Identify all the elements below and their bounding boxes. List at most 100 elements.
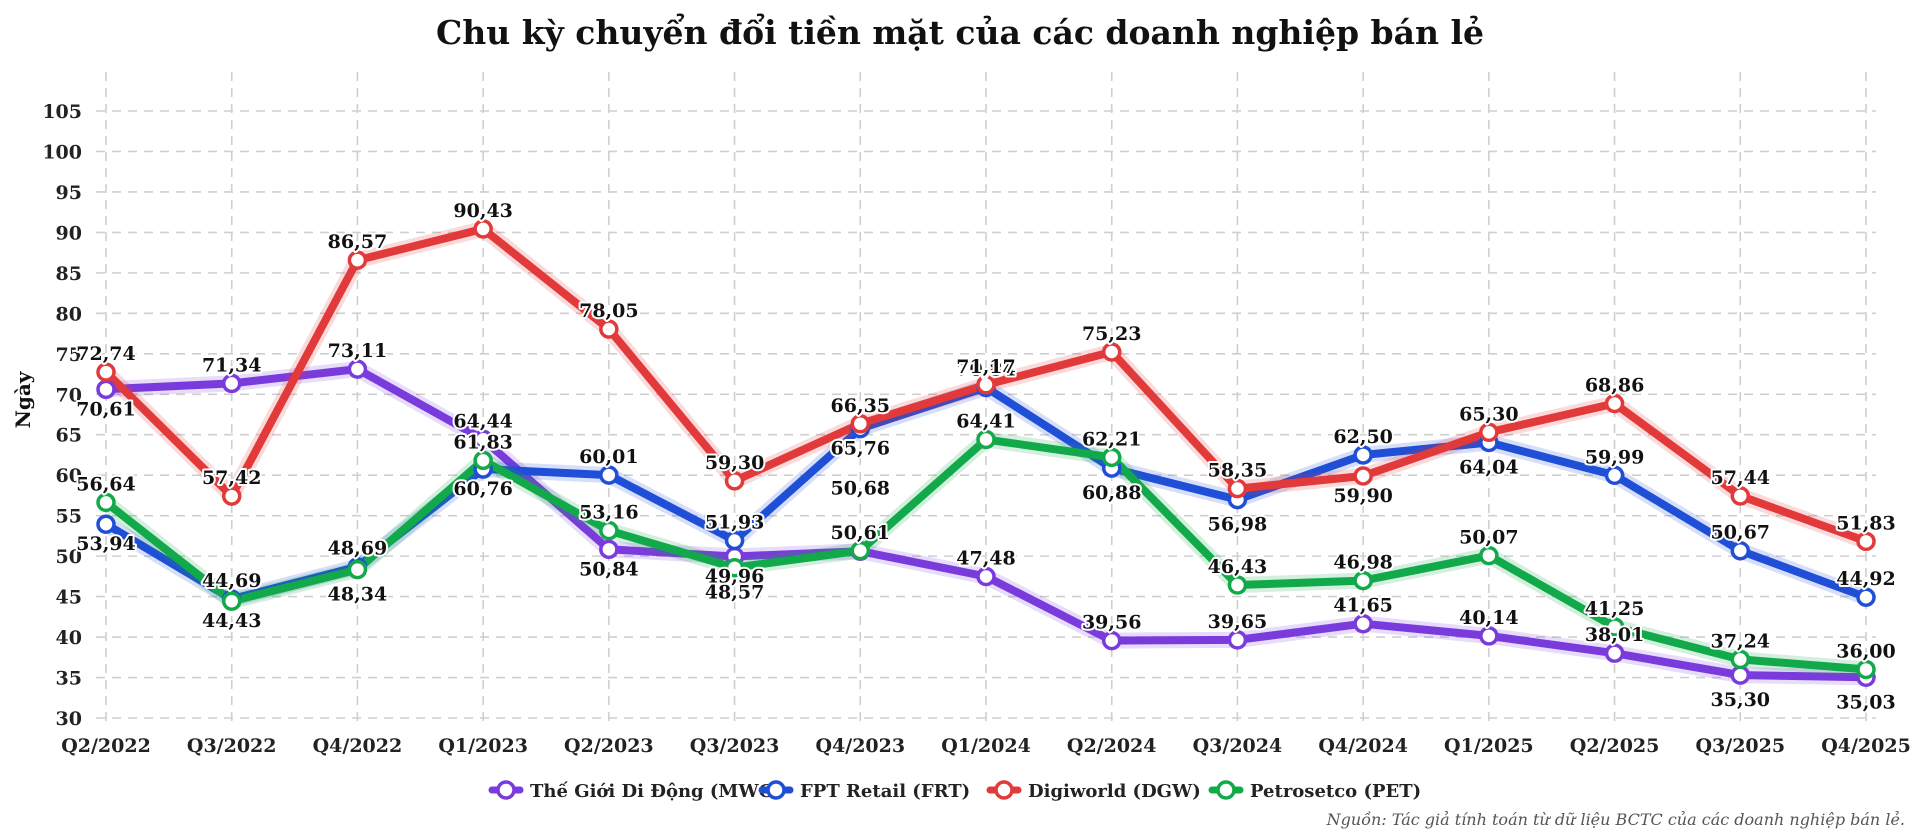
- point-frt: [1730, 540, 1751, 561]
- data-label-frt: 50,67: [1711, 522, 1771, 544]
- y-tick-label: 65: [56, 425, 82, 447]
- data-label-mwg: 73,11: [328, 340, 388, 362]
- data-label-dgw: 75,23: [1082, 323, 1142, 345]
- y-tick-label: 70: [56, 384, 82, 406]
- data-label-frt: 70,84: [956, 358, 1016, 380]
- point-dgw: [724, 471, 745, 491]
- data-label-dgw: 72,74: [76, 343, 136, 365]
- y-tick-label: 75: [56, 344, 82, 366]
- x-tick-label: Q4/2022: [313, 735, 403, 757]
- point-mwg: [221, 373, 242, 394]
- data-label-mwg: 70,61: [76, 398, 136, 420]
- x-axis-ticks: Q2/2022 Q3/2022 Q4/2022 Q1/2023 Q2/2023 Q3/20…: [61, 735, 1911, 757]
- y-tick-label: 90: [56, 222, 82, 244]
- x-tick-label: Q2/2022: [61, 735, 151, 757]
- data-label-dgw: 57,44: [1711, 467, 1771, 489]
- data-label-mwg: 40,14: [1459, 607, 1519, 629]
- point-mwg: [96, 379, 116, 400]
- point-mwg: [1227, 630, 1248, 650]
- data-label-pet: 50,07: [1459, 527, 1519, 549]
- data-label-mwg: 49,96: [705, 565, 765, 587]
- point-dgw: [976, 375, 996, 395]
- data-label-pet: 48,34: [328, 584, 388, 606]
- point-pet: [1227, 575, 1248, 595]
- y-axis-label: Ngày: [11, 370, 35, 428]
- y-tick-label: 40: [56, 627, 82, 649]
- point-pet: [1101, 447, 1122, 468]
- legend-marker-dgw: [994, 780, 1014, 800]
- point-dgw: [850, 414, 871, 434]
- data-label-pet: 48,57: [705, 582, 765, 604]
- point-frt: [96, 514, 116, 534]
- point-frt: [1604, 465, 1625, 486]
- point-frt: [1353, 445, 1373, 465]
- data-label-pet: 46,43: [1208, 556, 1268, 578]
- data-label-frt: 48,69: [328, 538, 388, 560]
- legend-marker-frt: [766, 780, 786, 800]
- data-label-dgw: 90,43: [453, 200, 513, 222]
- point-pet: [1604, 617, 1625, 637]
- x-tick-label: Q2/2023: [564, 735, 654, 757]
- y-tick-label: 35: [56, 668, 82, 690]
- data-label-frt: 51,93: [705, 512, 765, 534]
- point-dgw: [347, 250, 368, 270]
- point-pet: [1856, 659, 1876, 680]
- data-label-mwg: 35,03: [1836, 691, 1896, 713]
- point-pet: [1730, 649, 1751, 670]
- point-dgw: [1101, 342, 1122, 362]
- point-dgw: [1227, 478, 1248, 499]
- data-label-mwg: 64,44: [453, 410, 513, 432]
- point-mwg: [347, 359, 368, 379]
- data-label-dgw: 65,30: [1459, 403, 1519, 425]
- point-mwg: [599, 539, 619, 560]
- data-label-frt: 60,76: [453, 478, 513, 500]
- point-mwg: [1101, 630, 1122, 651]
- point-mwg: [473, 429, 493, 450]
- point-mwg: [1604, 643, 1625, 663]
- data-label-pet: 64,41: [956, 411, 1016, 433]
- point-dgw: [599, 319, 619, 339]
- point-dgw: [1353, 466, 1373, 486]
- y-tick-label: 60: [56, 465, 82, 487]
- data-label-frt: 65,76: [831, 438, 891, 460]
- data-label-pet: 46,98: [1333, 552, 1393, 574]
- x-tick-label: Q4/2023: [815, 735, 905, 757]
- point-mwg: [1353, 613, 1373, 634]
- data-label-frt: 44,69: [202, 570, 262, 592]
- data-label-dgw: 59,30: [705, 452, 765, 474]
- data-label-pet: 62,21: [1082, 428, 1142, 450]
- point-frt: [599, 465, 619, 485]
- data-label-pet: 50,68: [831, 478, 891, 500]
- point-pet: [976, 429, 996, 450]
- data-label-mwg: 47,48: [956, 548, 1016, 570]
- data-label-mwg: 39,56: [1082, 612, 1142, 634]
- x-tick-label: Q3/2023: [690, 735, 780, 757]
- data-label-pet: 41,25: [1585, 598, 1645, 620]
- legend-marker-pet: [1216, 780, 1236, 800]
- point-dgw: [1479, 422, 1499, 443]
- point-dgw: [221, 486, 242, 506]
- data-labels: 70,61 71,34 73,11 64,44 50,84 49,96 50,61 47,48…: [74, 198, 1898, 715]
- data-label-dgw: 86,57: [328, 231, 388, 253]
- point-pet: [724, 557, 745, 578]
- x-tick-label: Q1/2023: [438, 735, 528, 757]
- data-label-dgw: 58,35: [1208, 460, 1268, 482]
- chart-title: Chu kỳ chuyển đổi tiền mặt của các doanh…: [436, 12, 1484, 52]
- legend-label-dgw: Digiworld (DGW): [1028, 781, 1201, 802]
- data-label-mwg: 50,84: [579, 558, 639, 580]
- data-label-dgw: 59,90: [1333, 485, 1393, 507]
- data-label-mwg: 41,65: [1333, 595, 1393, 617]
- y-tick-label: 45: [56, 587, 82, 609]
- series-points: [96, 219, 1876, 688]
- data-label-dgw: 68,86: [1585, 374, 1645, 396]
- legend-label-pet: Petrosetco (PET): [1250, 781, 1421, 802]
- data-label-mwg: 71,34: [202, 354, 262, 376]
- data-label-mwg: 50,61: [831, 522, 891, 544]
- point-pet: [347, 559, 368, 580]
- y-tick-label: 55: [56, 506, 82, 528]
- point-mwg: [1730, 665, 1751, 685]
- x-tick-label: Q4/2025: [1821, 735, 1911, 757]
- y-tick-label: 95: [56, 182, 82, 204]
- y-tick-label: 85: [56, 263, 82, 285]
- point-mwg: [976, 566, 996, 587]
